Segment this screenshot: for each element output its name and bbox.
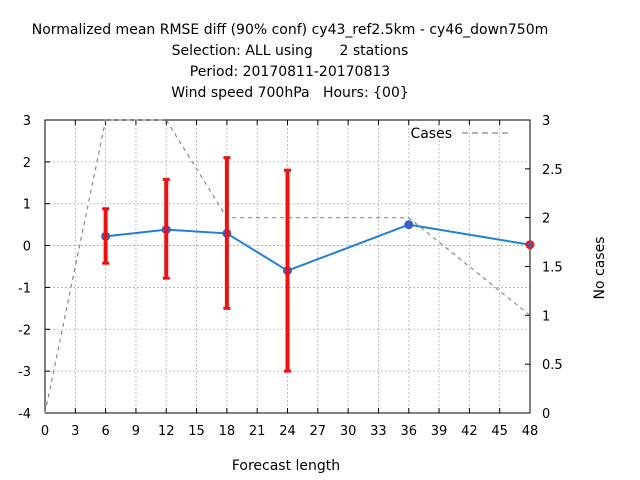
- x-axis: 0 3 6 9 12 15 18 21 24 27 30 33 36 39 42 45 48: [41, 120, 538, 439]
- y2-tick-label: 1.5: [542, 261, 563, 276]
- chart-title: Normalized mean RMSE diff (90% conf) cy4…: [32, 22, 549, 101]
- y2-tick-label: 0: [542, 407, 550, 422]
- y-tick-label: -2: [18, 323, 31, 338]
- y2-tick-label: 3: [542, 114, 550, 129]
- y-tick-label: 0: [23, 240, 31, 255]
- x-tick-label: 33: [370, 424, 387, 439]
- y2-axis: 0 0.5 1 1.5 2 2.5 3: [525, 114, 563, 422]
- x-tick-label: 42: [461, 424, 478, 439]
- x-tick-label: 9: [132, 424, 140, 439]
- x-tick-label: 0: [41, 424, 49, 439]
- legend: Cases: [410, 126, 512, 142]
- series-line: [105, 223, 531, 272]
- y-tick-label: 1: [23, 198, 31, 213]
- x-axis-label: Forecast length: [232, 458, 340, 474]
- x-tick-label: 18: [219, 424, 236, 439]
- y2-tick-label: 2: [542, 212, 550, 227]
- y2-tick-label: 2.5: [542, 163, 563, 178]
- y2-axis-label: No cases: [592, 237, 608, 300]
- x-tick-label: 48: [522, 424, 539, 439]
- x-tick-label: 30: [340, 424, 357, 439]
- x-tick-label: 15: [188, 424, 205, 439]
- y-tick-label: -3: [18, 365, 31, 380]
- x-tick-label: 24: [279, 424, 296, 439]
- x-tick-label: 12: [158, 424, 175, 439]
- y-tick-label: 3: [23, 114, 31, 129]
- y-tick-label: 2: [23, 156, 31, 171]
- data-point: [404, 220, 414, 230]
- x-tick-label: 39: [431, 424, 448, 439]
- x-tick-label: 27: [310, 424, 327, 439]
- chart-title-line: Wind speed 700hPa Hours: {00}: [171, 85, 409, 101]
- y2-tick-label: 1: [542, 309, 550, 324]
- x-tick-label: 45: [491, 424, 508, 439]
- chart-title-line: Period: 20170811-20170813: [190, 64, 390, 80]
- y2-tick-label: 0.5: [542, 358, 563, 373]
- data-point: [527, 242, 533, 247]
- chart-title-line: Normalized mean RMSE diff (90% conf) cy4…: [32, 22, 549, 38]
- x-tick-label: 36: [400, 424, 417, 439]
- x-tick-label: 21: [249, 424, 266, 439]
- x-tick-label: 6: [101, 424, 109, 439]
- y-tick-label: -1: [18, 281, 31, 296]
- error-bars: [102, 156, 291, 373]
- x-tick-label: 3: [71, 424, 79, 439]
- legend-label-cases: Cases: [410, 126, 452, 142]
- y-axis: -4 -3 -2 -1 0 1 2 3: [18, 114, 50, 422]
- chart-title-line: Selection: ALL using 2 stations: [172, 43, 409, 59]
- y-tick-label: -4: [18, 407, 31, 422]
